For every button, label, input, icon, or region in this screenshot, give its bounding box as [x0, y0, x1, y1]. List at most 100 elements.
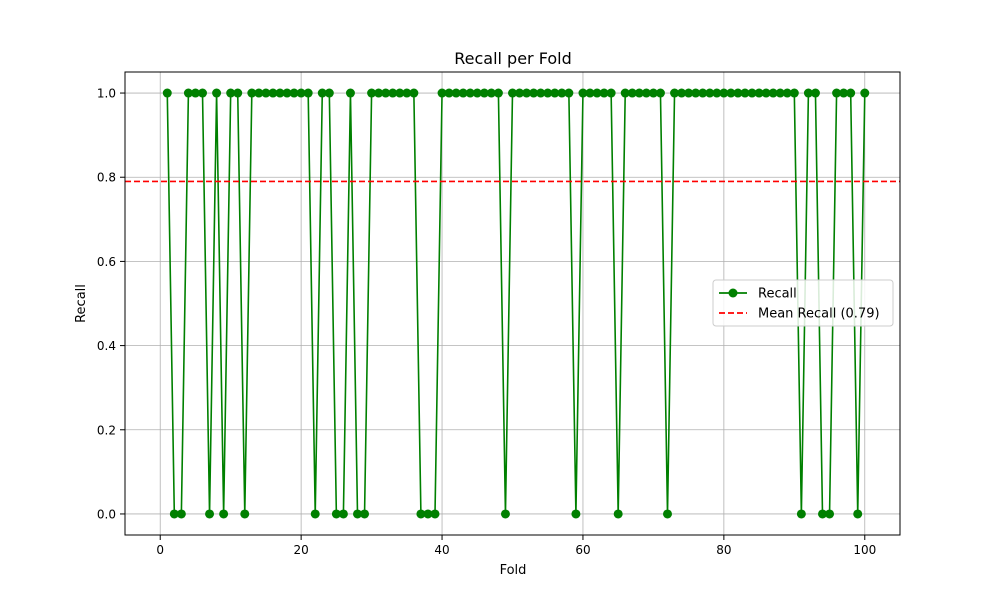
recall-data-point — [522, 88, 532, 98]
y-tick-label: 1.0 — [97, 87, 116, 101]
recall-data-point — [219, 509, 229, 519]
recall-data-point — [620, 88, 630, 98]
recall-data-point — [648, 88, 658, 98]
recall-data-point — [198, 88, 207, 98]
recall-data-point — [338, 509, 348, 519]
recall-data-point — [846, 88, 856, 98]
recall-data-point — [691, 88, 701, 98]
recall-data-point — [254, 88, 264, 98]
recall-data-point — [571, 509, 581, 519]
recall-data-point — [296, 88, 306, 98]
plot-frame — [124, 71, 901, 536]
recall-data-point — [655, 88, 665, 98]
recall-data-point — [367, 88, 377, 98]
legend-label-mean: Mean Recall (0.79) — [758, 307, 880, 322]
recall-data-point — [205, 509, 215, 519]
recall-data-point — [803, 88, 813, 98]
recall-data-point — [275, 88, 285, 98]
recall-data-point — [592, 88, 602, 98]
recall-data-point — [176, 509, 186, 519]
plot-layer — [125, 88, 900, 519]
recall-data-point — [726, 88, 736, 98]
legend: Recall Mean Recall (0.79) — [712, 279, 894, 327]
recall-data-point — [212, 88, 222, 98]
recall-data-point — [761, 88, 771, 98]
recall-data-point — [789, 88, 799, 98]
recall-data-point — [536, 88, 546, 98]
recall-data-point — [719, 88, 729, 98]
recall-data-point — [324, 88, 334, 98]
recall-data-point — [613, 509, 623, 519]
recall-data-point — [508, 88, 517, 98]
x-tick-label: 100 — [853, 543, 876, 557]
recall-data-point — [606, 88, 616, 98]
recall-data-point — [268, 88, 278, 98]
x-tick-label: 80 — [716, 543, 731, 557]
recall-data-point — [796, 509, 806, 519]
recall-data-point — [740, 88, 750, 98]
recall-data-point — [331, 509, 341, 519]
recall-data-point — [310, 509, 320, 519]
recall-data-point — [381, 88, 391, 98]
recall-data-point — [663, 509, 672, 519]
y-tick-label: 0.6 — [97, 255, 116, 269]
x-tick-label: 40 — [434, 543, 449, 557]
legend-swatch-recall-marker — [728, 288, 738, 298]
chart-title: Recall per Fold — [454, 49, 572, 68]
y-axis-label: Recall — [74, 284, 89, 323]
recall-data-point — [416, 509, 426, 519]
recall-data-point — [162, 88, 172, 98]
recall-data-point — [430, 509, 440, 519]
recall-data-point — [585, 88, 595, 98]
recall-data-point — [684, 88, 694, 98]
recall-data-point — [458, 88, 468, 98]
legend-box — [712, 279, 894, 327]
recall-data-point — [599, 88, 609, 98]
recall-data-point — [226, 88, 236, 98]
recall-data-point — [529, 88, 539, 98]
recall-data-point — [705, 88, 715, 98]
recall-data-point — [183, 88, 193, 98]
recall-data-point — [677, 88, 687, 98]
recall-data-point — [345, 88, 355, 98]
recall-data-point — [437, 88, 447, 98]
recall-data-point — [472, 88, 482, 98]
recall-data-point — [465, 88, 475, 98]
recall-data-point — [493, 88, 503, 98]
recall-data-point — [261, 88, 271, 98]
recall-data-point — [486, 88, 496, 98]
recall-data-point — [747, 88, 757, 98]
recall-data-point — [853, 509, 863, 519]
legend-label-recall: Recall — [758, 287, 797, 302]
recall-data-point — [374, 88, 384, 98]
recall-data-point — [818, 509, 827, 519]
recall-data-point — [388, 88, 398, 98]
recall-data-point — [712, 88, 722, 98]
recall-data-point — [768, 88, 778, 98]
recall-data-point — [317, 88, 327, 98]
recall-data-point — [515, 88, 525, 98]
y-tick-label: 0.8 — [97, 171, 116, 185]
recall-data-point — [810, 88, 820, 98]
recall-data-point — [782, 88, 792, 98]
recall-data-point — [240, 509, 250, 519]
recall-data-point — [360, 509, 370, 519]
recall-data-point — [451, 88, 461, 98]
recall-data-point — [190, 88, 200, 98]
x-axis-label: Fold — [500, 563, 527, 578]
y-tick-label: 0.2 — [97, 423, 116, 437]
recall-data-point — [479, 88, 489, 98]
recall-data-point — [860, 88, 870, 98]
recall-data-point — [578, 88, 588, 98]
recall-data-point — [353, 509, 362, 519]
recall-data-point — [627, 88, 637, 98]
recall-data-point — [423, 509, 433, 519]
recall-data-point — [839, 88, 849, 98]
recall-data-point — [247, 88, 257, 98]
x-tick-label: 0 — [156, 543, 164, 557]
recall-data-point — [543, 88, 553, 98]
recall-data-point — [395, 88, 405, 98]
recall-data-point — [775, 88, 785, 98]
recall-data-point — [282, 88, 292, 98]
